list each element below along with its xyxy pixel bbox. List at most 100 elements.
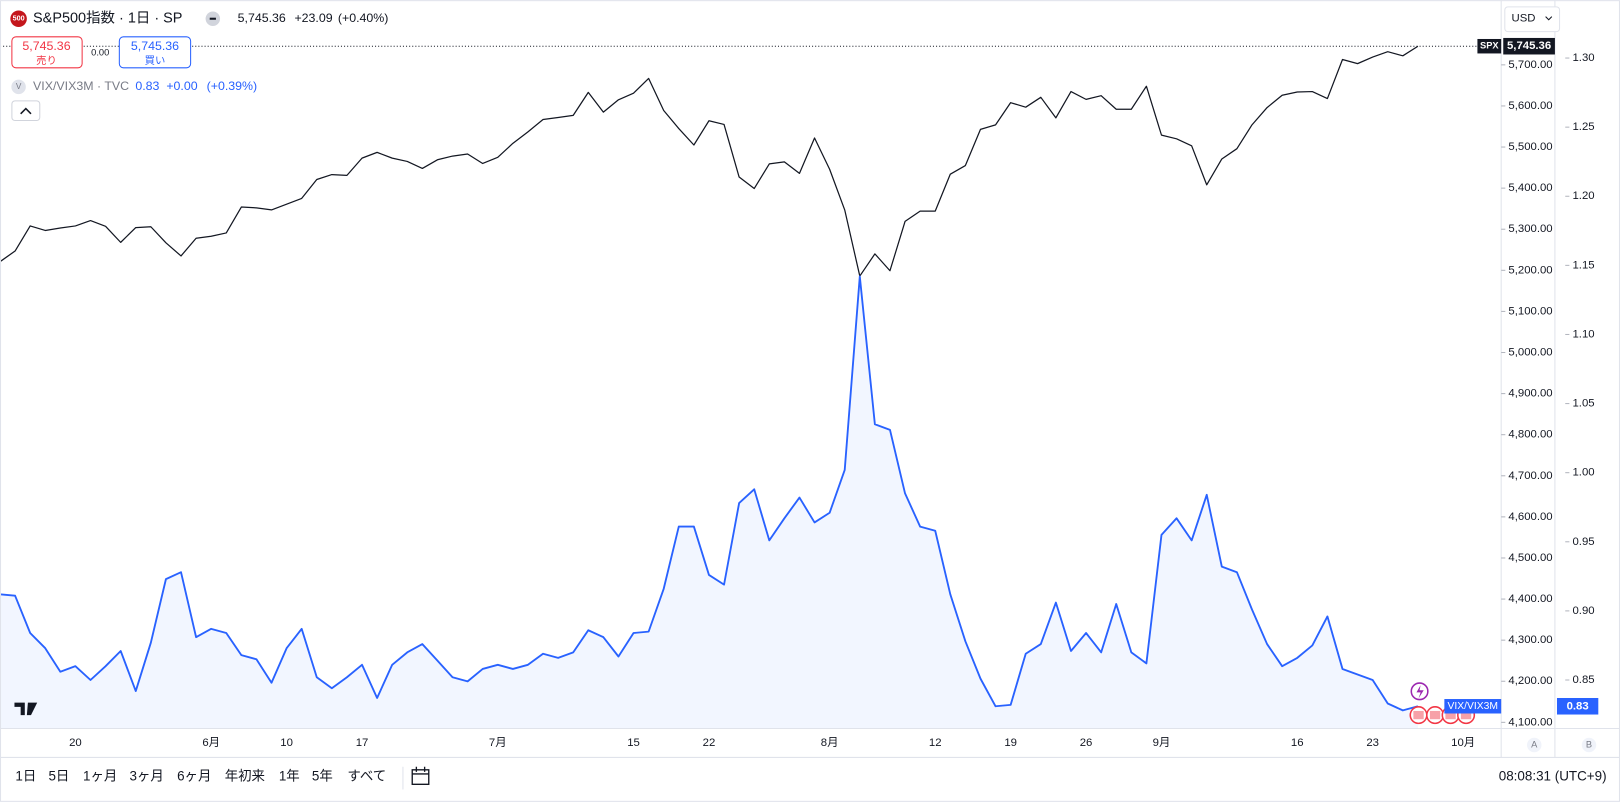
y-tick-label: 5,400.00 xyxy=(1508,182,1552,194)
y-tick-label: 4,200.00 xyxy=(1508,675,1552,687)
legend-title[interactable]: S&P500指数 · 1日 · SP xyxy=(33,10,182,27)
currency: USD xyxy=(1512,13,1536,25)
x-tick-label: 15 xyxy=(627,737,640,749)
series-tag xyxy=(1444,699,1502,714)
x-tick-label: 22 xyxy=(703,737,716,749)
tv-logo[interactable] xyxy=(14,702,38,716)
vix-change-pct: (+0.39%) xyxy=(207,79,258,93)
collapse-button[interactable] xyxy=(11,100,41,122)
y-tick-label: 4,400.00 xyxy=(1508,593,1552,605)
y-tick-label: 4,900.00 xyxy=(1508,388,1552,400)
flag-icon xyxy=(1445,710,1456,720)
status-icon xyxy=(209,17,216,20)
flag-icon xyxy=(1413,710,1424,720)
sell-button[interactable] xyxy=(11,36,83,69)
buy-button[interactable] xyxy=(118,36,192,69)
y-tick-label: 1.05 xyxy=(1572,398,1594,410)
change: +23.09 xyxy=(294,11,332,25)
y-tick-label: 4,300.00 xyxy=(1508,634,1552,646)
range-bar: 1日 5日 1ヶ月 3ヶ月 6ヶ月 年初来 1年 5年 すべて xyxy=(15,769,386,784)
y-tick-label: 1.20 xyxy=(1572,190,1594,202)
y-tick-label: 1.00 xyxy=(1572,467,1594,479)
range-button[interactable]: 6ヶ月 xyxy=(177,769,211,784)
plot-area xyxy=(0,45,1478,729)
event-icon xyxy=(1416,685,1424,699)
sell-price: 5,745.36 xyxy=(22,39,70,53)
price-tag xyxy=(1556,697,1599,715)
y-tick-label: 1.25 xyxy=(1572,121,1594,133)
x-tick-label: 10 xyxy=(280,737,293,749)
y-tick-label: 1.30 xyxy=(1572,52,1594,64)
buy-price: 5,745.36 xyxy=(131,39,179,53)
price: 5,745.36 xyxy=(238,11,286,25)
vix-legend[interactable]: VIX/VIX3M · TVC xyxy=(33,79,129,93)
y-tick-label: 1.15 xyxy=(1572,259,1594,271)
x-tick-label: 16 xyxy=(1291,737,1304,749)
currency-select[interactable] xyxy=(1504,6,1561,33)
y-tick-label: 4,600.00 xyxy=(1508,511,1552,523)
sell-label: 売り xyxy=(36,54,57,67)
y-tick-label: 5,100.00 xyxy=(1508,305,1552,317)
y-tick-label: 4,100.00 xyxy=(1508,716,1552,728)
chevron xyxy=(1545,16,1553,21)
series-tag-name: VIX/VIX3M xyxy=(1448,701,1499,712)
x-tick-label: 17 xyxy=(356,737,369,749)
range-button[interactable]: すべて xyxy=(347,769,386,784)
price-tag xyxy=(1503,37,1555,55)
y-tick-label: 4,800.00 xyxy=(1508,429,1552,441)
line xyxy=(0,45,1419,277)
x-tick-label: 20 xyxy=(69,737,82,749)
series-tag xyxy=(1477,38,1502,54)
x-tick-label: 6月 xyxy=(202,737,220,749)
series-tag-name: SPX xyxy=(1480,41,1499,51)
range-button[interactable]: 1日 xyxy=(15,769,36,784)
x-tick-label: 26 xyxy=(1080,737,1093,749)
x-tick-label: 8月 xyxy=(821,737,839,749)
range-button[interactable]: 年初来 xyxy=(225,769,265,784)
flag-icon xyxy=(1429,710,1441,720)
y-tick-label: 1.10 xyxy=(1572,328,1594,340)
x-tick-label: 19 xyxy=(1004,737,1017,749)
change-pct: (+0.40%) xyxy=(338,11,389,25)
y-tick-label: 5,700.00 xyxy=(1508,59,1552,71)
flag-icon xyxy=(1460,710,1472,720)
logo xyxy=(10,10,27,27)
vix-icon-text: V xyxy=(16,82,22,91)
range-button[interactable]: 5年 xyxy=(312,769,333,784)
y-tick-label: 0.85 xyxy=(1572,674,1594,686)
scale-b: B xyxy=(1586,739,1592,749)
x-tick-label: 10月 xyxy=(1451,737,1475,749)
price-tag-value: 5,745.36 xyxy=(1507,40,1551,52)
scale-a: A xyxy=(1531,739,1538,749)
clock: 08:08:31 (UTC+9) xyxy=(1499,769,1607,784)
y-tick-label: 5,200.00 xyxy=(1508,264,1552,276)
x-tick-label: 23 xyxy=(1366,737,1379,749)
scale-b-button[interactable] xyxy=(1581,737,1597,753)
y-tick-label: 0.90 xyxy=(1572,605,1594,617)
y-tick-label: 5,000.00 xyxy=(1508,347,1552,359)
range-button[interactable]: 1年 xyxy=(279,769,300,784)
x-tick-label: 9月 xyxy=(1153,737,1171,749)
vix-icon xyxy=(11,79,26,95)
scale-a-button[interactable] xyxy=(1527,737,1542,753)
calendar-icon[interactable] xyxy=(411,766,430,785)
x-tick-label: 12 xyxy=(929,737,942,749)
spread: 0.00 xyxy=(91,47,109,57)
y-tick-label: 5,600.00 xyxy=(1508,100,1552,112)
line xyxy=(0,275,1419,712)
area xyxy=(0,276,1418,729)
range-button[interactable]: 5日 xyxy=(48,769,69,784)
buy-label: 買い xyxy=(145,55,166,67)
vix-change: +0.00 xyxy=(166,79,197,93)
price-tag-value: 0.83 xyxy=(1567,700,1589,712)
range-button[interactable]: 1ヶ月 xyxy=(83,769,117,784)
range-button[interactable]: 3ヶ月 xyxy=(130,769,164,784)
x-tick-label: 7月 xyxy=(489,737,507,749)
y-tick-label: 4,500.00 xyxy=(1508,552,1552,564)
collapse-icon xyxy=(20,107,32,115)
y-tick-label: 5,500.00 xyxy=(1508,141,1552,153)
